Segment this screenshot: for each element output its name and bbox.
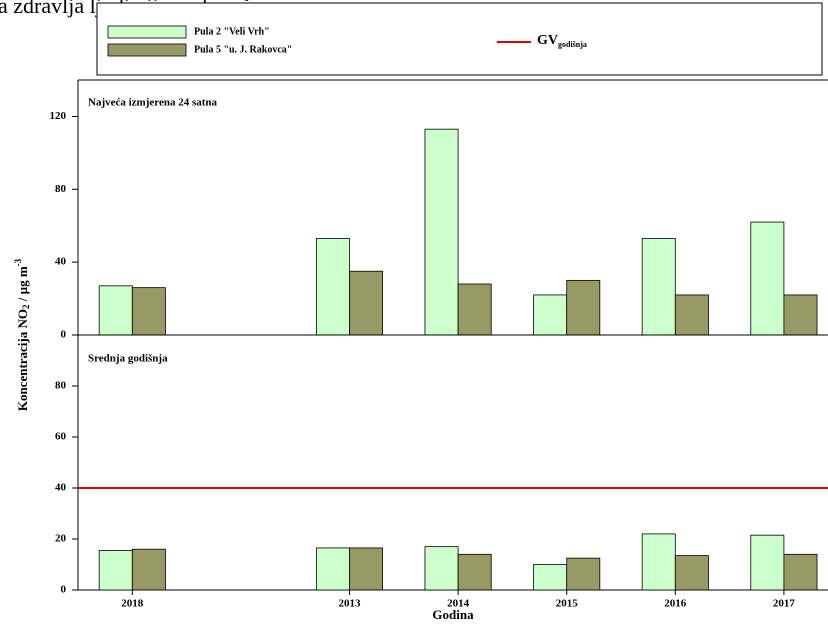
panel-title: Srednja godišnja: [88, 353, 168, 365]
bar: [457, 283, 492, 336]
bar: [424, 546, 459, 591]
bar: [533, 294, 568, 336]
x-tick-label: 2015: [556, 598, 579, 610]
legend-label-main: GV: [537, 33, 558, 48]
y-tick-label: 20: [55, 533, 67, 545]
legend-box: [96, 2, 823, 76]
bar: [674, 555, 709, 591]
y-tick-label: 40: [55, 482, 67, 494]
bar: [674, 294, 709, 336]
bar: [349, 270, 384, 336]
bar: [457, 553, 492, 591]
panel-title: Najveća izmjerena 24 satna: [88, 97, 218, 109]
bar: [566, 279, 601, 336]
bar: [783, 553, 818, 591]
x-tick-label: 2017: [773, 598, 796, 610]
legend-swatch: [107, 25, 187, 39]
bar: [98, 550, 133, 591]
y-tick-label: 120: [50, 110, 67, 122]
y-tick-label: 0: [61, 329, 67, 341]
y-label-sub: 2: [21, 304, 31, 309]
bar: [750, 221, 785, 336]
y-label-sup: -3: [13, 258, 23, 266]
x-axis-label: Godina: [432, 607, 474, 622]
y-axis-label: Koncentracija NO2 / µg m-3: [13, 258, 31, 411]
y-tick-label: 0: [61, 584, 67, 596]
x-tick-label: 2016: [664, 598, 687, 610]
legend-label: Pula 5 "u. J. Rakovca": [194, 44, 292, 55]
y-tick-label: 80: [55, 183, 67, 195]
bar: [641, 533, 676, 591]
x-tick-label: 2014: [447, 598, 470, 610]
legend-label-sub: godišnja: [558, 40, 587, 49]
legend-label: GVgodišnja: [537, 33, 587, 49]
bar: [641, 238, 676, 336]
legend-label: Pula 2 "Veli Vrh": [194, 26, 270, 37]
bar: [566, 557, 601, 591]
bar: [315, 238, 350, 336]
y-tick-label: 60: [55, 431, 67, 443]
bar: [750, 534, 785, 591]
x-tick-label: 2013: [339, 598, 362, 610]
bar: [315, 547, 350, 591]
x-tick-label: 2018: [121, 598, 144, 610]
bar: [98, 285, 133, 336]
y-tick-label: 80: [55, 380, 67, 392]
y-label-part: / µg m: [15, 266, 30, 304]
bar: [131, 548, 166, 591]
legend-swatch: [107, 43, 187, 57]
y-tick-label: 40: [55, 256, 67, 268]
bar: [424, 128, 459, 336]
bar: [783, 294, 818, 336]
bar: [131, 287, 166, 336]
bar: [349, 547, 384, 591]
y-label-part: Koncentracija NO: [15, 309, 30, 411]
bar: [533, 564, 568, 591]
